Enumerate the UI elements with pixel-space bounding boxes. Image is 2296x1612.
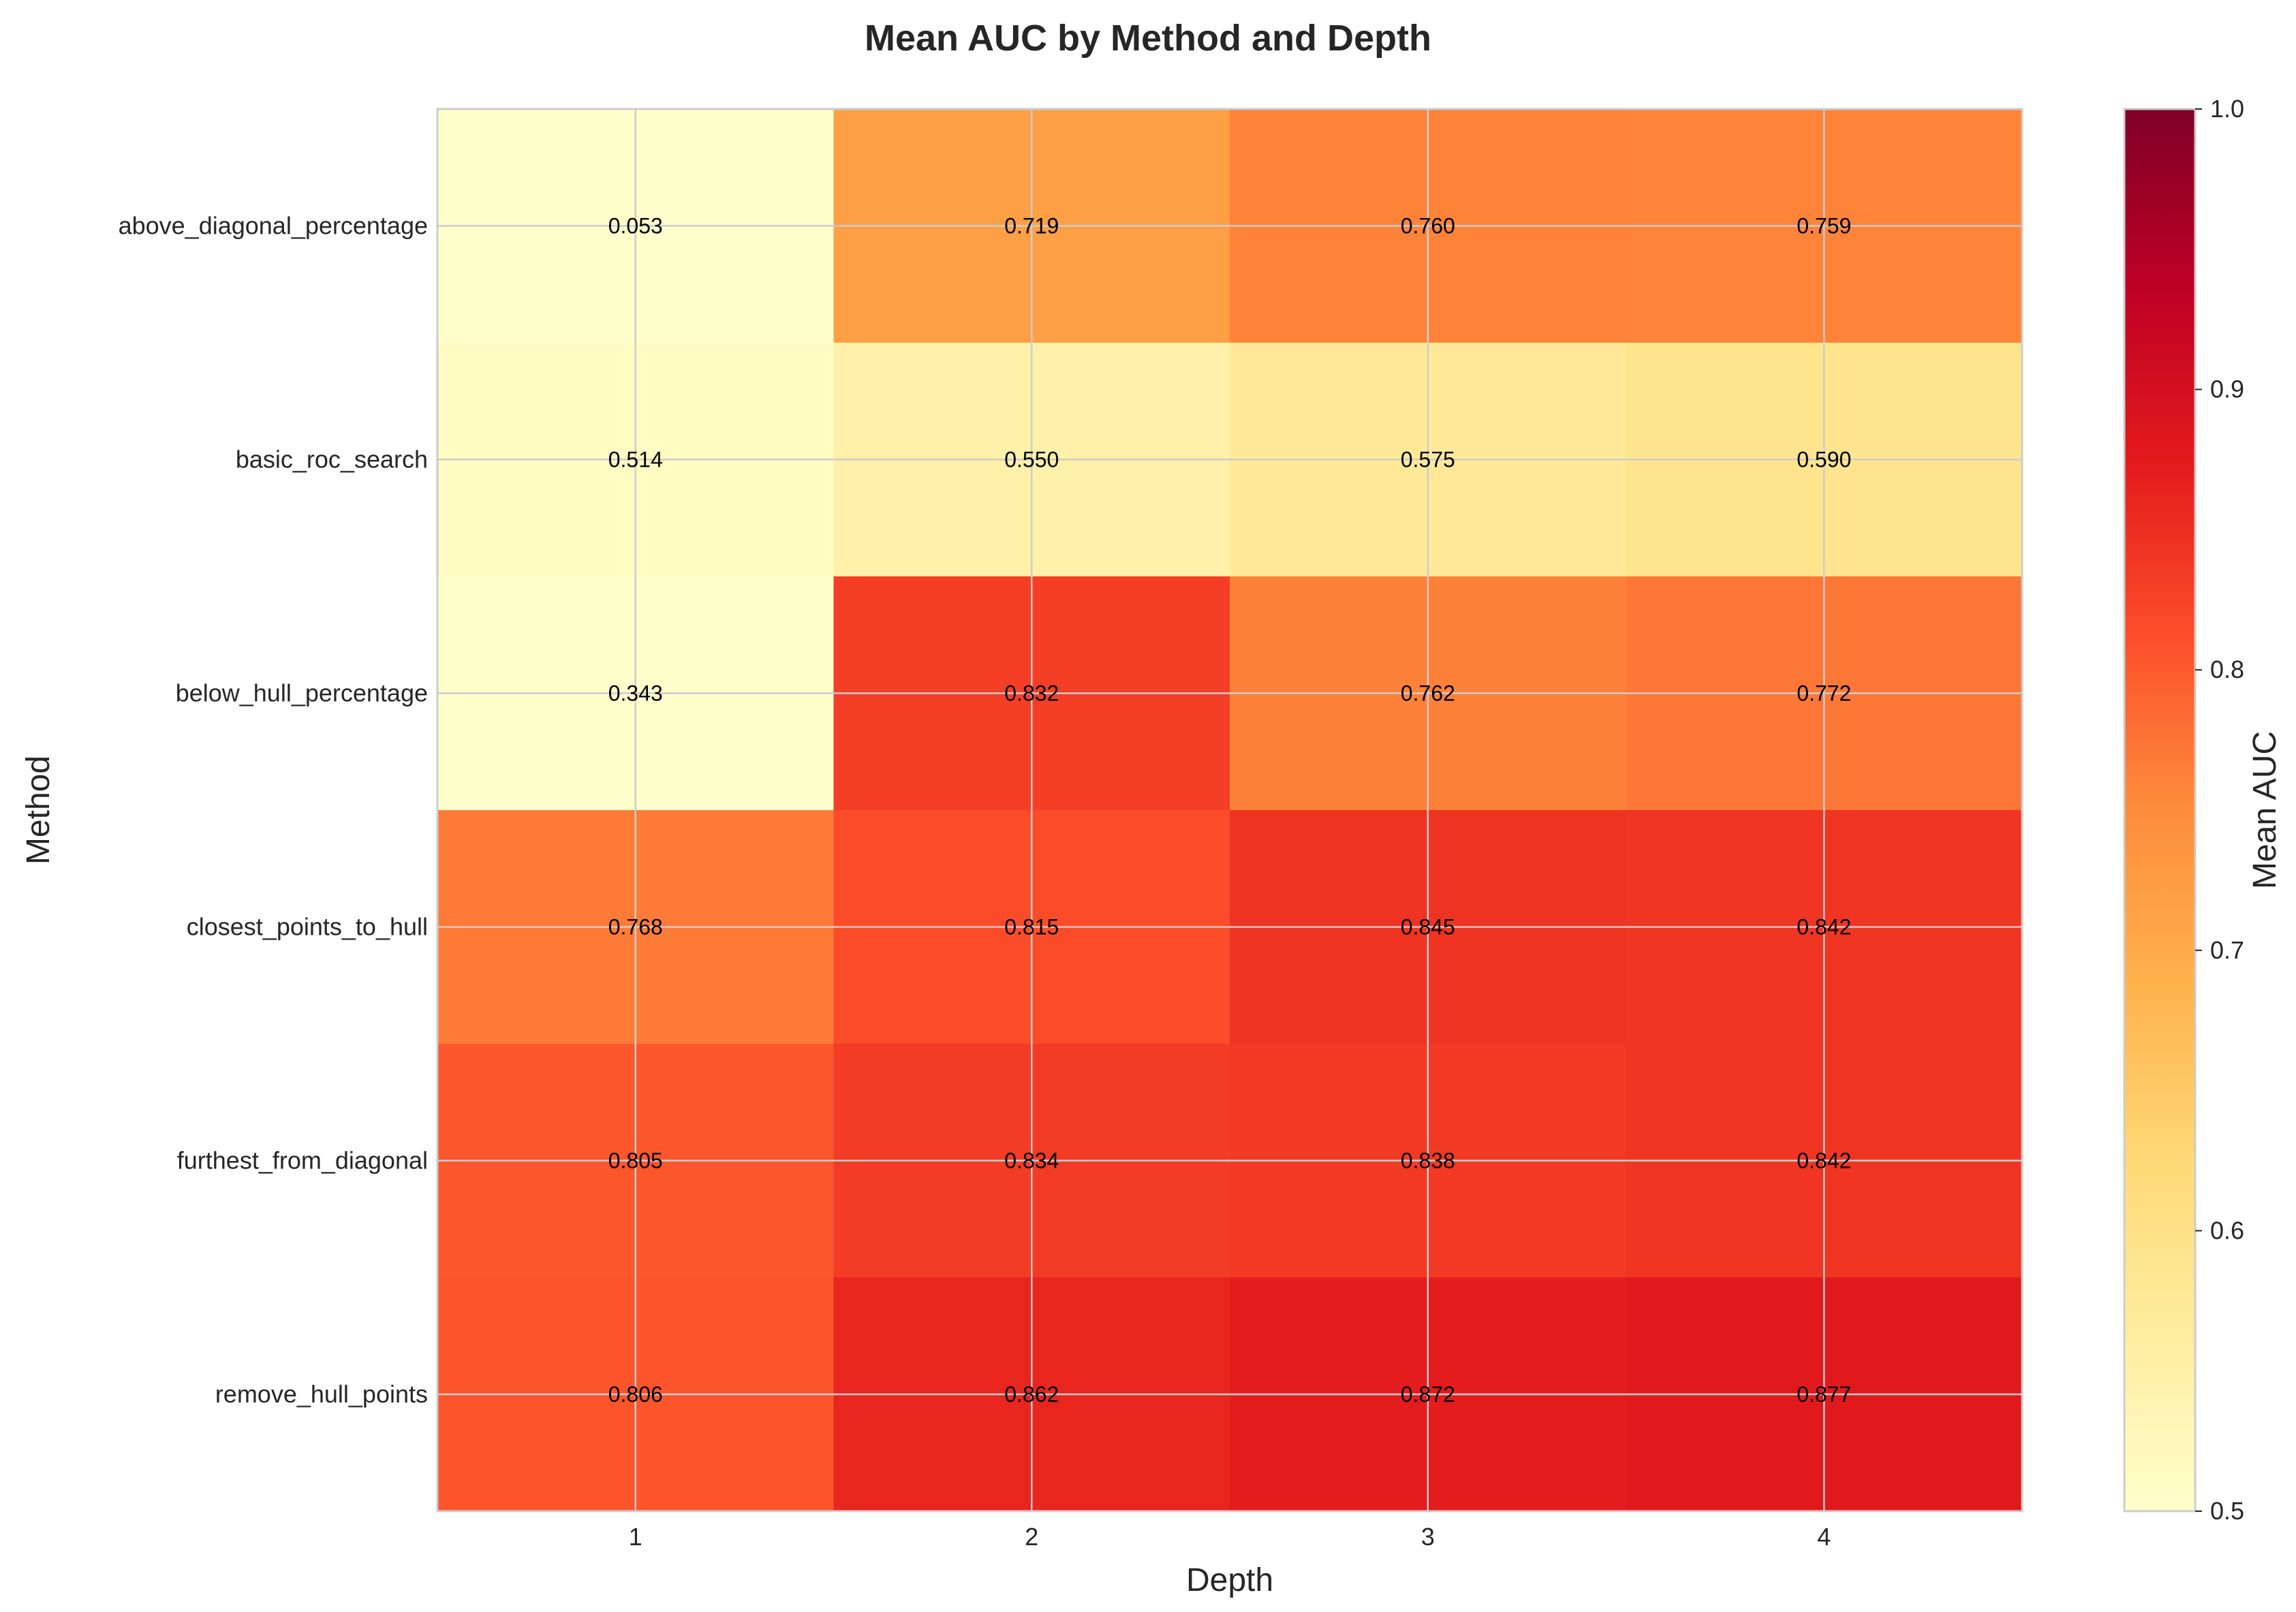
y-tick-label: basic_roc_search	[236, 446, 428, 474]
cell-value-label: 0.514	[608, 448, 663, 472]
x-axis-ticks: 1 2 3 4	[629, 1523, 1831, 1551]
cell-value-label: 0.719	[1004, 214, 1059, 238]
x-tick-label: 3	[1421, 1523, 1435, 1551]
cell-value-label: 0.834	[1004, 1149, 1059, 1173]
x-tick-label: 1	[629, 1523, 642, 1551]
cell-value-label: 0.862	[1004, 1382, 1059, 1407]
cell-value-label: 0.762	[1401, 681, 1455, 706]
cell-value-label: 0.806	[608, 1382, 663, 1407]
colorbar-tick-label: 0.9	[2210, 375, 2244, 403]
y-axis-ticks: above_diagonal_percentage basic_roc_searc…	[119, 212, 428, 1408]
chart-title: Mean AUC by Method and Depth	[865, 18, 1431, 59]
colorbar	[2123, 108, 2197, 1513]
cell-value-label: 0.842	[1797, 1149, 1851, 1173]
heatmap-cells	[437, 109, 2023, 1512]
colorbar-tick-label: 0.8	[2210, 655, 2244, 683]
cell-value-label: 0.877	[1797, 1382, 1851, 1407]
cell-value-label: 0.772	[1797, 681, 1851, 706]
cell-value-label: 0.768	[608, 915, 663, 940]
colorbar-tick-label: 1.0	[2210, 95, 2244, 123]
cell-value-label: 0.815	[1004, 915, 1059, 940]
y-tick-label: above_diagonal_percentage	[119, 212, 428, 240]
cell-value-label: 0.550	[1004, 448, 1059, 472]
grid-lines	[437, 109, 2022, 1511]
x-tick-label: 2	[1025, 1523, 1038, 1551]
cell-value-label: 0.053	[608, 214, 663, 238]
y-tick-label: remove_hull_points	[215, 1380, 428, 1408]
cell-value-label: 0.759	[1797, 214, 1851, 238]
cell-value-label: 0.805	[608, 1149, 663, 1173]
cell-value-label: 0.832	[1004, 681, 1059, 706]
colorbar-tick-label: 0.7	[2210, 936, 2244, 964]
y-tick-label: below_hull_percentage	[176, 679, 428, 707]
cell-value-label: 0.838	[1401, 1149, 1455, 1173]
cell-value-label: 0.590	[1797, 448, 1851, 472]
x-tick-label: 4	[1817, 1523, 1831, 1551]
colorbar-title: Mean AUC	[2247, 731, 2283, 889]
y-axis-title: Method	[20, 756, 57, 865]
colorbar-ticks: 0.5 0.6 0.7 0.8 0.9 1.0	[2195, 95, 2244, 1525]
cell-value-label: 0.575	[1401, 448, 1455, 472]
y-tick-label: closest_points_to_hull	[187, 913, 428, 941]
y-tick-label: furthest_from_diagonal	[177, 1147, 428, 1175]
cell-value-label: 0.845	[1401, 915, 1455, 940]
colorbar-tick-label: 0.5	[2210, 1497, 2244, 1525]
x-axis-title: Depth	[1186, 1562, 1273, 1598]
plot-frame	[436, 108, 2023, 1513]
cell-value-label: 0.760	[1401, 214, 1455, 238]
cell-value-labels: 0.053 0.719 0.760 0.759 0.514 0.550 0.575 0.590…	[608, 214, 1852, 1407]
cell-value-label: 0.872	[1401, 1382, 1455, 1407]
cell-value-label: 0.343	[608, 681, 663, 706]
colorbar-tick-label: 0.6	[2210, 1216, 2244, 1244]
cell-value-label: 0.842	[1797, 915, 1851, 940]
